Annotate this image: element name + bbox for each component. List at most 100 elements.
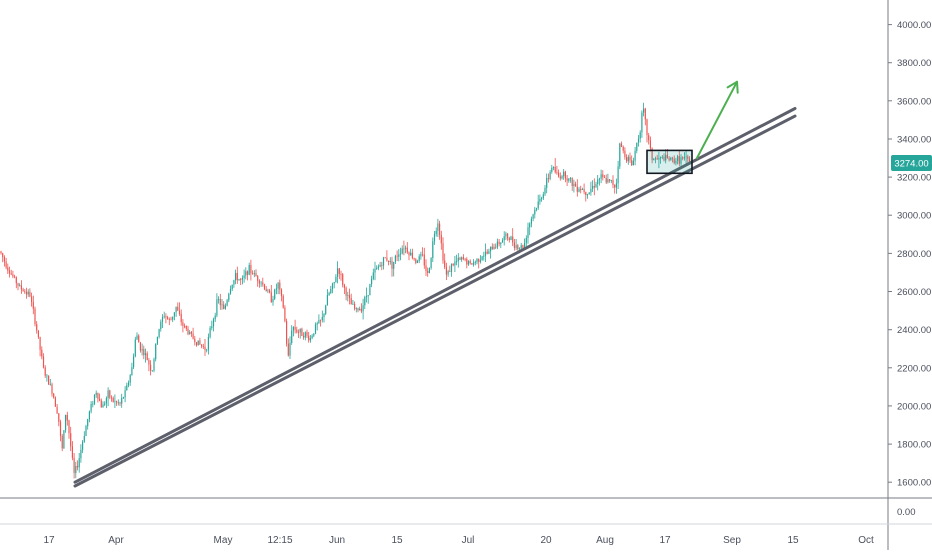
candle-body [544,187,546,195]
candle-body [248,265,250,275]
candle-body [348,295,351,299]
candle-body [53,393,55,398]
time-tick-label: 17 [43,535,55,546]
candle-body [585,191,587,196]
time-tick-label: Jun [329,535,345,546]
candle-body [665,154,667,161]
candle-body [673,158,675,164]
candle-body [51,384,53,394]
candle-body [80,449,82,459]
candle-body [228,293,230,301]
candle-body [90,404,92,412]
candle-body [605,178,607,183]
candle-body [490,246,492,252]
candle-body [602,174,604,178]
price-badge-bg [891,155,932,171]
candle-body [93,394,96,404]
candle-body [597,179,599,184]
candle-body [444,260,446,268]
candle-body [199,340,201,345]
candle-body [97,392,99,399]
candle-body [377,266,379,268]
candle-body [592,186,594,189]
candle-body [677,156,679,161]
candle-body [277,282,279,289]
candle-body [629,156,631,161]
candle-body [478,258,480,262]
candle-body [0,251,2,254]
candle-body [473,262,475,265]
candle-body [245,271,247,276]
price-tick-label: 1600.00 [897,478,931,489]
candle-body [95,392,97,395]
candle-body [8,270,11,274]
price-tick-label: 2800.00 [897,249,931,260]
time-tick-label: Apr [108,535,124,546]
time-tick-label: Oct [858,535,874,546]
drawings-layer[interactable] [73,80,797,488]
candle-body [284,307,286,322]
candle-body [564,171,566,179]
candle-body [374,269,376,273]
price-tick-label: 1800.00 [897,440,931,451]
candle-body [573,183,575,187]
candle-body [195,342,198,346]
candle-body [580,188,582,190]
candle-body [479,260,481,262]
candle-body [660,157,662,159]
candle-body [542,194,544,199]
consolidation-rectangle[interactable] [646,149,693,175]
candle-body [575,183,577,187]
candle-body [603,177,606,178]
candle-body [501,240,504,243]
candle-body [136,335,138,340]
candle-body [527,227,529,238]
candle-body [627,156,629,162]
candle-body [320,319,322,321]
candle-body [194,338,196,342]
candle-body [134,339,136,357]
candle-body [481,256,483,261]
candle-body [350,298,352,305]
time-axis[interactable]: 17 Apr May 12:15 Jun 15 Jul 20 Aug 17 Sep 15 Oct [43,535,874,546]
candle-body [133,356,135,368]
time-tick-label: 20 [540,535,552,546]
candle-body [279,282,281,290]
candle-body [530,218,532,224]
candle-body [593,186,595,188]
candle-body [143,349,145,356]
price-tick-label: 3600.00 [897,96,931,107]
candle-body [396,255,398,257]
candle-body [559,176,561,179]
candle-body [399,253,402,255]
candle-body [168,319,170,320]
candle-body [280,289,283,296]
candle-body [267,290,269,292]
candle-body [204,346,206,350]
candle-body [607,179,609,183]
candle-body [150,364,152,371]
candle-body [316,323,318,325]
candle-body [376,268,378,269]
candle-body [654,158,657,160]
candle-body [569,178,572,179]
candle-body [355,308,357,309]
candle-body [212,319,215,327]
trendline[interactable] [73,114,797,488]
price-tick-label: 3000.00 [897,211,931,222]
candle-body [615,183,617,188]
candle-body [104,403,106,405]
projection-arrow[interactable] [696,80,738,159]
candle-body [151,370,153,372]
candle-body [253,273,255,275]
candle-body [163,316,165,318]
candle-body [524,242,526,248]
candle-body [610,180,612,181]
trendline[interactable] [73,107,797,484]
candle-body [121,398,123,404]
candle-body [539,198,541,202]
candle-body [461,257,463,260]
